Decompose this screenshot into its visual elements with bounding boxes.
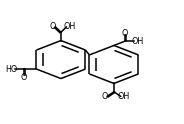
Text: OH: OH <box>118 92 130 101</box>
Text: O: O <box>50 22 56 31</box>
Text: O: O <box>102 92 108 101</box>
Text: HO: HO <box>5 65 17 74</box>
Text: OH: OH <box>131 37 144 46</box>
Text: OH: OH <box>63 22 76 31</box>
Text: O: O <box>21 73 27 81</box>
Text: O: O <box>121 29 128 38</box>
